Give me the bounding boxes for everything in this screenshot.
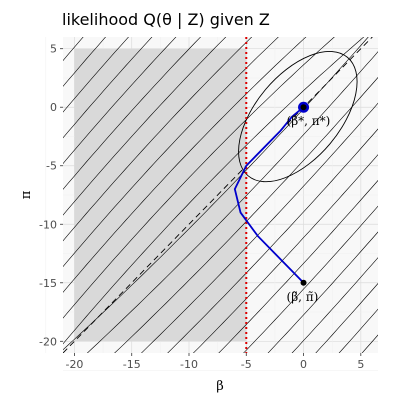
point-marker	[300, 279, 307, 286]
point-label: (β̃, π̃)	[287, 290, 319, 304]
point-marker	[300, 104, 307, 111]
y-tick-label: -15	[39, 277, 57, 290]
contour-line	[63, 37, 365, 345]
contour-line	[63, 37, 279, 268]
contour-line	[63, 37, 106, 87]
contour-line	[63, 37, 153, 139]
contour-ellipse	[238, 51, 358, 183]
y-tick-label: -5	[46, 160, 57, 173]
x-tick-label: -15	[123, 358, 141, 371]
y-axis-label: π	[19, 190, 34, 199]
x-tick-label: 5	[357, 358, 364, 371]
contour-line	[63, 37, 369, 351]
y-tick-label: 0	[50, 101, 57, 114]
contour-line	[63, 37, 202, 190]
contour-lines	[29, 37, 396, 400]
contour-line	[63, 37, 307, 293]
contour-line	[315, 283, 378, 353]
x-tick-label: 0	[300, 358, 307, 371]
contour-line	[29, 393, 396, 400]
diagonal-dashed-line	[63, 37, 373, 353]
contour-line	[63, 37, 227, 216]
contour-line	[63, 37, 335, 319]
contour-line	[141, 102, 378, 353]
contour-line	[218, 180, 378, 353]
contour-line	[243, 205, 378, 353]
x-tick-label: -10	[180, 358, 198, 371]
chart-title: likelihood Q(θ | Z) given Z	[62, 10, 270, 29]
contour-line	[29, 367, 396, 400]
y-tick-label: -10	[39, 218, 57, 231]
contour-line	[291, 257, 378, 353]
contour-line	[193, 154, 378, 353]
point-label: (β*, π*)	[287, 114, 331, 128]
x-axis-label: β	[216, 379, 224, 394]
contour-line	[167, 128, 378, 353]
contour-line	[114, 77, 378, 353]
contour-line	[63, 37, 177, 165]
contour-line	[63, 37, 129, 113]
x-tick-label: -20	[65, 358, 83, 371]
shaded-region	[74, 48, 247, 342]
contour-line	[267, 231, 378, 353]
x-tick-label: -5	[241, 358, 252, 371]
contour-line	[63, 37, 253, 242]
y-tick-label: 5	[50, 43, 57, 56]
contour-line	[86, 51, 378, 353]
y-tick-label: -20	[39, 335, 57, 348]
optimization-path	[233, 106, 305, 284]
